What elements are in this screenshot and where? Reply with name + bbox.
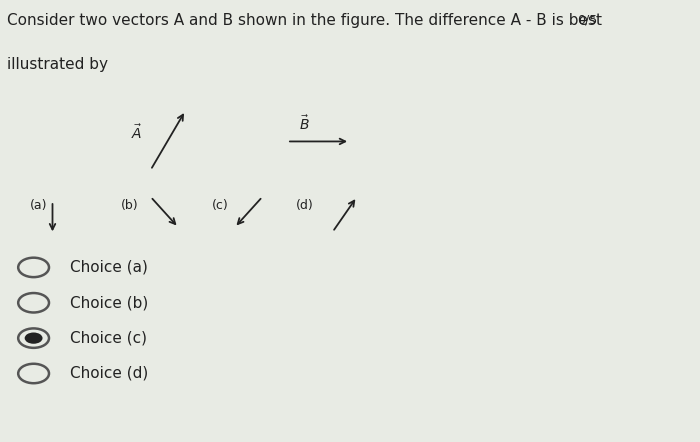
- Text: (c): (c): [212, 199, 229, 212]
- Text: (a): (a): [29, 199, 48, 212]
- Text: $\vec{B}$: $\vec{B}$: [299, 114, 310, 133]
- Text: (b): (b): [120, 199, 139, 212]
- Text: illustrated by: illustrated by: [7, 57, 108, 72]
- Text: Consider two vectors A and B shown in the figure. The difference A - B is best: Consider two vectors A and B shown in th…: [7, 13, 607, 28]
- Text: Choice (b): Choice (b): [70, 295, 148, 310]
- Text: $\vec{A}$: $\vec{A}$: [131, 123, 142, 142]
- Text: Choice (a): Choice (a): [70, 260, 148, 275]
- Text: Choice (c): Choice (c): [70, 331, 147, 346]
- Text: 0/5: 0/5: [578, 13, 598, 26]
- Circle shape: [25, 332, 43, 344]
- Text: (d): (d): [295, 199, 314, 212]
- Text: Choice (d): Choice (d): [70, 366, 148, 381]
